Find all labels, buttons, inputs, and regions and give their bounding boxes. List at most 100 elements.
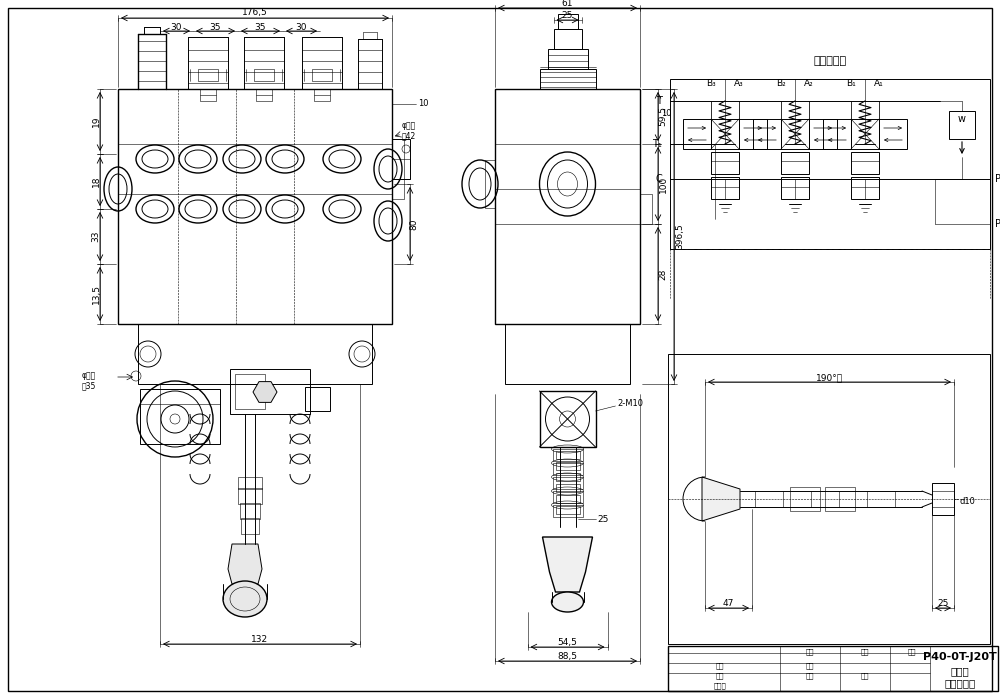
- Text: 19: 19: [92, 116, 100, 127]
- Text: 10: 10: [418, 99, 428, 108]
- Text: 100: 100: [658, 175, 668, 193]
- Bar: [485, 160, 495, 208]
- Text: 30: 30: [296, 22, 307, 31]
- Text: 13,5: 13,5: [92, 284, 100, 304]
- Text: B₂: B₂: [776, 80, 786, 89]
- Text: C: C: [655, 174, 662, 184]
- Bar: [739, 119, 767, 149]
- Text: 25: 25: [598, 514, 609, 524]
- Bar: [668, 646, 998, 691]
- Text: 2-M10: 2-M10: [618, 400, 644, 408]
- Text: 工程部: 工程部: [714, 683, 726, 689]
- Bar: [790, 487, 820, 511]
- Text: 54,5: 54,5: [558, 638, 577, 647]
- Text: P₁: P₁: [995, 219, 1000, 229]
- Bar: [256, 89, 272, 101]
- Bar: [552, 463, 582, 475]
- Bar: [552, 505, 582, 517]
- Polygon shape: [542, 537, 592, 592]
- Bar: [556, 495, 580, 503]
- Bar: [314, 89, 330, 101]
- Bar: [230, 369, 310, 414]
- Text: A₂: A₂: [804, 80, 814, 89]
- Bar: [851, 152, 879, 174]
- Text: 176,5: 176,5: [242, 8, 268, 17]
- Text: φ符孔
高42: φ符孔 高42: [402, 122, 416, 140]
- Text: 10: 10: [661, 110, 672, 119]
- Text: A₃: A₃: [734, 80, 744, 89]
- Bar: [140, 389, 220, 444]
- Bar: [809, 119, 837, 149]
- Text: 多路阀
外型尺寸图: 多路阀 外型尺寸图: [944, 666, 976, 688]
- Bar: [823, 119, 851, 149]
- Bar: [711, 119, 739, 149]
- Bar: [640, 194, 652, 224]
- Bar: [556, 484, 580, 492]
- Bar: [851, 177, 879, 199]
- Ellipse shape: [223, 581, 267, 617]
- Text: 审核: 审核: [716, 672, 724, 679]
- Text: 33: 33: [92, 231, 100, 243]
- Bar: [305, 387, 330, 411]
- Bar: [118, 89, 392, 324]
- Bar: [558, 14, 578, 29]
- Text: 47: 47: [723, 600, 734, 609]
- Bar: [556, 473, 580, 481]
- Polygon shape: [702, 477, 740, 521]
- Text: 25: 25: [562, 11, 573, 20]
- Text: 比例: 比例: [806, 672, 814, 679]
- Text: 标准: 标准: [908, 649, 916, 655]
- Bar: [949, 111, 975, 139]
- Text: 材料: 材料: [861, 649, 869, 655]
- Text: 190°！: 190°！: [816, 373, 843, 382]
- Text: 80: 80: [410, 218, 418, 230]
- Text: 图号: 图号: [806, 649, 814, 655]
- Text: T: T: [656, 96, 662, 106]
- Text: d10: d10: [960, 496, 976, 505]
- Text: 35: 35: [255, 22, 266, 31]
- Bar: [825, 487, 855, 511]
- Text: 132: 132: [251, 635, 269, 644]
- Bar: [668, 354, 990, 644]
- Bar: [392, 139, 410, 179]
- Bar: [556, 451, 580, 459]
- Text: P: P: [995, 174, 1000, 184]
- Bar: [552, 491, 582, 503]
- Bar: [238, 488, 262, 504]
- Text: 日期: 日期: [806, 663, 814, 670]
- Bar: [711, 177, 739, 199]
- Text: 25: 25: [937, 600, 949, 609]
- Bar: [552, 449, 582, 461]
- Text: 18: 18: [92, 175, 100, 187]
- Text: P40-0T-J20T: P40-0T-J20T: [923, 652, 997, 662]
- Bar: [781, 177, 809, 199]
- Bar: [254, 69, 274, 81]
- Bar: [138, 324, 372, 384]
- Bar: [240, 503, 260, 519]
- Text: T₁: T₁: [652, 139, 662, 149]
- Text: φ符孔
高35: φ符孔 高35: [82, 371, 96, 391]
- Bar: [932, 483, 954, 515]
- Bar: [781, 119, 809, 149]
- Text: 59,5: 59,5: [658, 106, 668, 127]
- Bar: [683, 119, 711, 149]
- Bar: [851, 119, 879, 149]
- Bar: [495, 89, 640, 324]
- Text: 88,5: 88,5: [558, 652, 578, 661]
- Bar: [556, 462, 580, 470]
- Bar: [556, 506, 580, 514]
- Bar: [198, 69, 218, 81]
- Bar: [554, 29, 582, 49]
- Text: 28: 28: [658, 268, 668, 280]
- Bar: [670, 79, 990, 249]
- Polygon shape: [228, 544, 262, 584]
- Bar: [235, 374, 265, 409]
- Bar: [753, 119, 781, 149]
- Text: 396,5: 396,5: [676, 224, 684, 250]
- Text: 重量: 重量: [861, 672, 869, 679]
- Bar: [200, 89, 216, 101]
- Bar: [540, 69, 596, 89]
- Bar: [711, 152, 739, 174]
- Bar: [552, 477, 582, 489]
- Bar: [238, 477, 262, 489]
